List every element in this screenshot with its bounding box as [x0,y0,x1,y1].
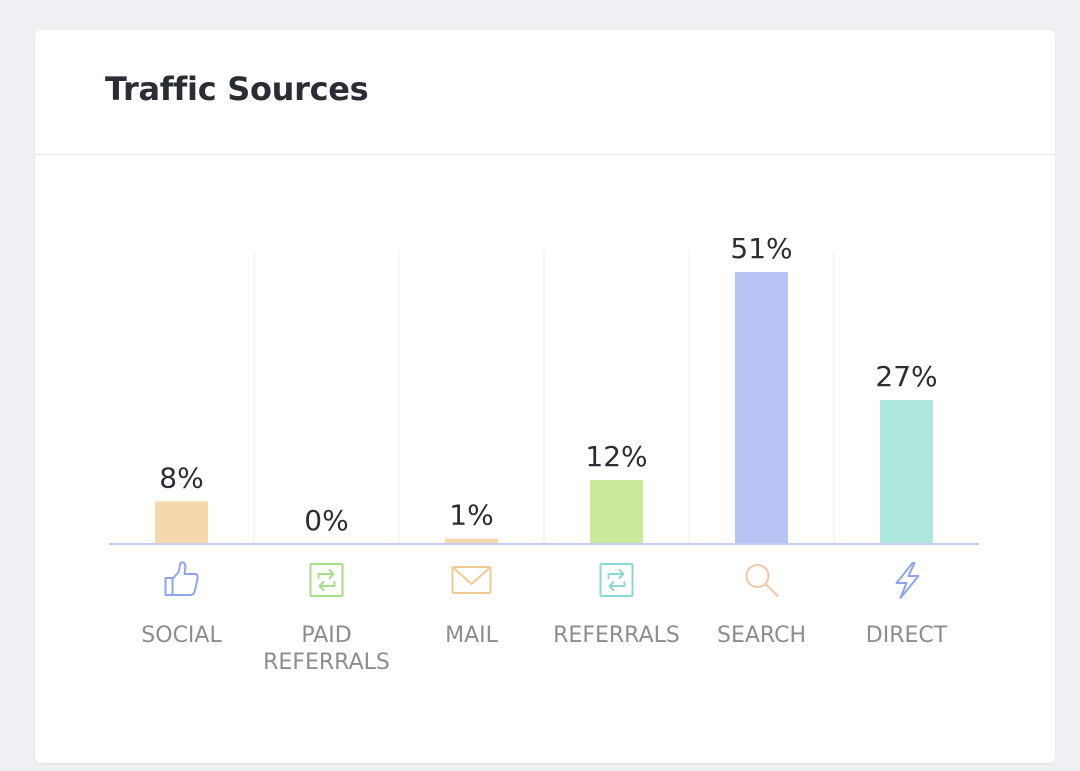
traffic-sources-card: Traffic Sources 8% 0% 1% 12% 51% 27% SOCIAL PAI… [35,30,1055,763]
data-label: 0% [304,504,348,537]
mail-icon [451,566,492,594]
bar-mail [445,538,498,544]
data-label: 12% [585,440,647,473]
bar-direct [880,400,933,544]
bar-search [735,272,788,544]
data-label: 1% [449,499,493,532]
category-label: PAID [301,623,351,648]
bar-social [155,501,208,544]
exchange-icon [599,563,634,597]
card-title: Traffic Sources [105,70,369,108]
data-label: 8% [159,461,203,494]
category-label: MAIL [445,623,499,648]
card-header: Traffic Sources [35,30,1055,155]
bolt-icon [895,562,920,599]
thumbs-up-icon [164,561,199,596]
data-label: 51% [730,232,792,265]
search-icon [745,564,779,597]
category-label: REFERRALS [553,623,680,648]
category-label: SOCIAL [141,623,222,648]
exchange-icon [309,563,344,597]
category-label: REFERRALS [263,650,390,675]
category-label: SEARCH [717,623,806,648]
category-label: DIRECT [866,623,948,648]
data-label: 27% [875,360,937,393]
bar-referrals [590,480,643,544]
